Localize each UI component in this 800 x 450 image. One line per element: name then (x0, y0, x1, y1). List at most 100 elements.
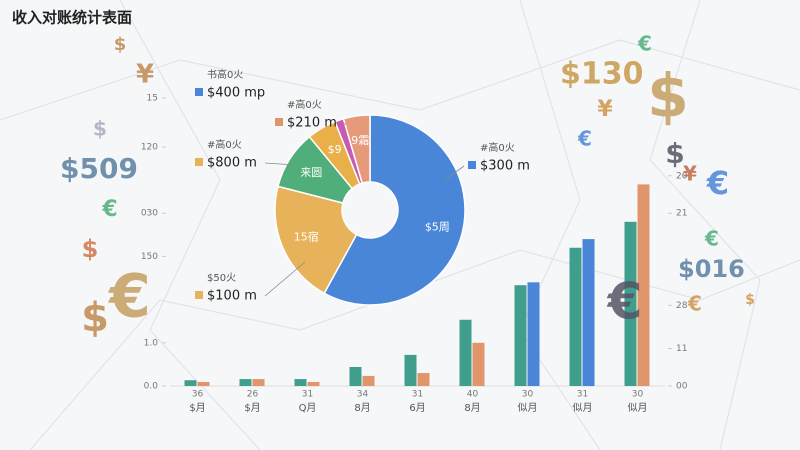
annotation-swatch (195, 158, 203, 166)
bg-line (649, 0, 761, 450)
decoration-text: $016 (678, 255, 745, 283)
x-sublabel: 30 (632, 390, 644, 400)
currency-symbol: € (577, 127, 592, 151)
annotation-text: $400 mp (207, 86, 265, 101)
x-tick-label: 似月 (628, 402, 648, 414)
x-tick-label: 6月 (409, 402, 425, 414)
currency-symbol: € (607, 273, 643, 331)
annotation-swatch (195, 291, 203, 299)
annotation-title: #高0火 (480, 141, 515, 154)
slice-label: $9 (328, 143, 342, 156)
currency-symbol: $ (665, 137, 684, 170)
x-sublabel: 26 (247, 390, 259, 400)
x-tick-label: 似月 (573, 402, 593, 414)
y2-tick-label: 21 (676, 209, 687, 219)
currency-symbol: ¥ (683, 162, 697, 186)
x-sublabel: 40 (467, 390, 479, 400)
x-sublabel: 30 (522, 390, 534, 400)
x-tick-label: $月 (244, 402, 260, 414)
x-sublabel: 31 (412, 390, 423, 400)
annotation-text: $210 m (287, 116, 337, 131)
pie-slice (323, 114, 466, 306)
bar (307, 381, 320, 386)
bar (582, 239, 595, 386)
annotation-title: 书高0火 (207, 68, 243, 81)
annotation-swatch (195, 88, 203, 96)
annotation-text: $300 m (480, 159, 530, 174)
y2-tick-label: 00 (676, 382, 688, 392)
annotation-leader (264, 261, 306, 297)
bg-line (119, 0, 261, 450)
currency-symbol: € (101, 197, 117, 222)
bar (527, 282, 540, 386)
annotation-swatch (275, 118, 283, 126)
x-tick-label: Q月 (299, 402, 317, 414)
x-sublabel: 31 (302, 390, 313, 400)
bar (569, 247, 582, 386)
y2-tick-label: 28 (676, 301, 688, 311)
currency-symbol: $ (114, 34, 127, 55)
x-sublabel: 36 (192, 390, 204, 400)
currency-symbol: $ (82, 235, 99, 263)
y2-tick-label: 11 (676, 344, 687, 354)
bar (637, 184, 650, 386)
slice-label: $5周 (425, 220, 450, 233)
annotation-text: $800 m (207, 156, 257, 171)
bar (239, 379, 252, 386)
x-sublabel: 34 (357, 390, 369, 400)
annotation-title: $50火 (207, 272, 236, 284)
bar (417, 373, 430, 386)
annotation-title: #高0火 (207, 138, 242, 151)
slice-label: 9霜 (351, 134, 369, 147)
y-tick-label: 1.0 (144, 338, 159, 348)
currency-symbol: ¥ (136, 60, 154, 90)
currency-symbol: $ (81, 295, 109, 341)
annotation-leader (444, 165, 465, 181)
bar (624, 221, 637, 386)
annotation-swatch (468, 161, 476, 169)
currency-symbol: € (107, 262, 151, 332)
bar (197, 381, 210, 386)
annotation-text: $100 m (207, 289, 257, 304)
bar (294, 379, 307, 386)
currency-symbol: $ (647, 62, 689, 132)
bar (362, 375, 375, 386)
currency-symbol: € (704, 227, 719, 251)
pie-slice (274, 185, 358, 295)
x-tick-label: $月 (189, 402, 205, 414)
currency-symbol: ¥ (597, 97, 613, 122)
bar (404, 354, 417, 386)
y-tick-label: 030 (141, 209, 158, 219)
x-tick-label: 似月 (518, 402, 538, 414)
x-tick-label: 8月 (354, 402, 370, 414)
x-sublabel: 31 (577, 390, 588, 400)
y-tick-label: 15 (147, 94, 158, 104)
bar (252, 379, 265, 386)
pie-slice (342, 114, 371, 185)
slice-label: 来圆 (300, 166, 322, 179)
currency-symbol: € (637, 32, 652, 56)
bar (472, 342, 485, 386)
bar (349, 366, 362, 386)
bar (459, 319, 472, 386)
y2-tick-label: 20 (676, 171, 688, 181)
slice-label: 15宿 (294, 230, 319, 244)
bg-line (0, 39, 800, 121)
decoration-text: $130 (560, 57, 644, 92)
bar (184, 380, 197, 386)
x-tick-label: 8月 (464, 402, 480, 414)
chart-title: 收入对账统计表面 (12, 9, 132, 27)
bar (514, 285, 527, 386)
currency-symbol: $ (93, 117, 107, 141)
currency-symbol: € (706, 164, 729, 202)
currency-symbol: $ (745, 292, 755, 308)
annotation-title: #高0火 (287, 98, 322, 111)
y-tick-label: 120 (141, 142, 158, 152)
y-tick-label: 150 (141, 252, 158, 262)
decoration-text: $509 (60, 152, 138, 185)
y-tick-label: 0.0 (144, 382, 159, 392)
currency-symbol: € (687, 292, 702, 316)
annotation-leader (264, 162, 296, 166)
bg-line (519, 0, 601, 450)
